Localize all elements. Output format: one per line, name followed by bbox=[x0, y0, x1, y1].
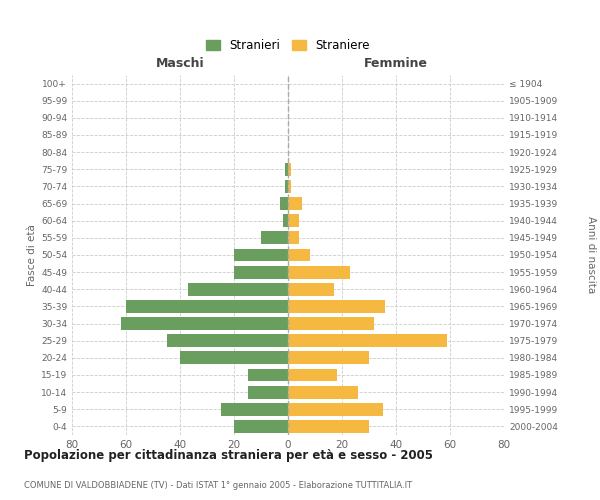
Bar bbox=[288, 214, 299, 227]
Bar bbox=[288, 248, 310, 262]
Bar bbox=[234, 420, 288, 433]
Bar bbox=[288, 352, 369, 364]
Text: Anni di nascita: Anni di nascita bbox=[586, 216, 596, 294]
Text: COMUNE DI VALDOBBIADENE (TV) - Dati ISTAT 1° gennaio 2005 - Elaborazione TUTTITA: COMUNE DI VALDOBBIADENE (TV) - Dati ISTA… bbox=[24, 481, 412, 490]
Bar bbox=[288, 197, 302, 210]
Bar bbox=[288, 334, 448, 347]
Bar bbox=[188, 283, 288, 296]
Y-axis label: Fasce di età: Fasce di età bbox=[27, 224, 37, 286]
Bar bbox=[288, 180, 290, 193]
Bar bbox=[288, 420, 369, 433]
Bar bbox=[288, 266, 350, 278]
Bar bbox=[288, 386, 358, 398]
Bar bbox=[288, 283, 334, 296]
Bar bbox=[180, 352, 288, 364]
Bar bbox=[234, 248, 288, 262]
Bar bbox=[261, 232, 288, 244]
Bar bbox=[280, 197, 288, 210]
Bar bbox=[288, 317, 374, 330]
Bar bbox=[288, 300, 385, 313]
Bar bbox=[288, 368, 337, 382]
Bar bbox=[288, 232, 299, 244]
Bar bbox=[248, 368, 288, 382]
Bar bbox=[283, 214, 288, 227]
Legend: Stranieri, Straniere: Stranieri, Straniere bbox=[201, 34, 375, 56]
Bar bbox=[121, 317, 288, 330]
Bar bbox=[221, 403, 288, 415]
Text: Femmine: Femmine bbox=[364, 57, 428, 70]
Bar bbox=[286, 180, 288, 193]
Bar bbox=[166, 334, 288, 347]
Bar bbox=[288, 163, 290, 175]
Bar bbox=[248, 386, 288, 398]
Bar bbox=[286, 163, 288, 175]
Bar bbox=[234, 266, 288, 278]
Bar bbox=[126, 300, 288, 313]
Bar bbox=[288, 403, 383, 415]
Text: Maschi: Maschi bbox=[155, 57, 205, 70]
Text: Popolazione per cittadinanza straniera per età e sesso - 2005: Popolazione per cittadinanza straniera p… bbox=[24, 450, 433, 462]
